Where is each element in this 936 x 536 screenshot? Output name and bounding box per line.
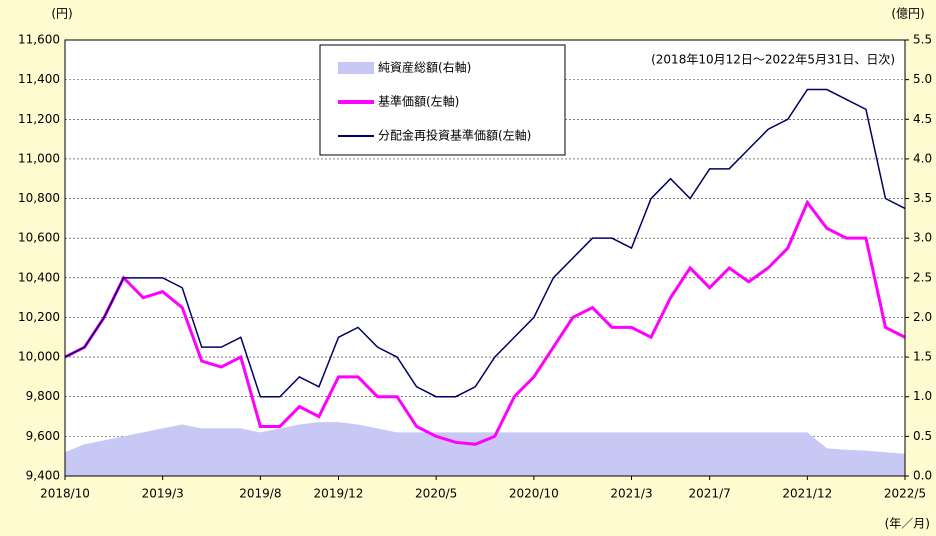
x-tick-label: 2020/10 [509, 487, 559, 501]
y2-tick-label: 4.0 [913, 151, 932, 165]
legend-label: 分配金再投資基準価額(左軸) [378, 128, 531, 143]
x-tick-label: 2021/7 [689, 487, 731, 501]
y2-tick-label: 2.5 [913, 270, 932, 284]
line [64, 88, 906, 398]
y-tick-label: 10,400 [18, 270, 60, 284]
x-axis-label: (年／月) [885, 517, 930, 531]
y-tick-label: 9,600 [26, 429, 60, 443]
area [65, 422, 905, 476]
y-tick-label: 9,800 [26, 389, 60, 403]
y2-tick-label: 0.5 [913, 429, 932, 443]
y-tick-label: 11,600 [18, 33, 60, 47]
y2-tick-label: 3.5 [913, 191, 932, 205]
y2-tick-label: 4.5 [913, 112, 932, 126]
y-tick-label: 10,800 [18, 191, 60, 205]
x-tick-label: 2021/3 [610, 487, 652, 501]
y2-tick-label: 0.0 [913, 469, 932, 483]
x-tick-label: 2019/3 [142, 487, 184, 501]
y2-tick-label: 2.0 [913, 310, 932, 324]
x-tick-label: 2019/8 [239, 487, 281, 501]
y-tick-label: 10,000 [18, 350, 60, 364]
y-tick-label: 9,400 [26, 469, 60, 483]
y2-tick-label: 1.5 [913, 350, 932, 364]
legend-label: 基準価額(左軸) [378, 94, 459, 109]
legend-label: 純資産総額(右軸) [378, 60, 471, 75]
y2-tick-label: 3.0 [913, 231, 932, 245]
y-tick-label: 11,400 [18, 72, 60, 86]
y-tick-label: 11,000 [18, 151, 60, 165]
axis-frame [64, 39, 906, 477]
y2-tick-label: 1.0 [913, 389, 932, 403]
y-tick-label: 11,200 [18, 112, 60, 126]
x-tick-label: 2018/10 [40, 487, 90, 501]
y-tick-label: 10,200 [18, 310, 60, 324]
y2-tick-label: 5.0 [913, 72, 932, 86]
x-tick-label: 2022/5 [884, 487, 926, 501]
y2-tick-label: 5.5 [913, 33, 932, 47]
x-tick-label: 2019/12 [314, 487, 364, 501]
y-axis-label: (円) [51, 7, 72, 21]
legend-swatch [338, 62, 374, 74]
annotation: (2018年10月12日～2022年5月31日、日次) [651, 53, 895, 67]
x-tick-label: 2020/5 [415, 487, 457, 501]
y-tick-label: 10,600 [18, 231, 60, 245]
y2-axis-label: (億円) [891, 7, 924, 21]
x-tick-label: 2021/12 [782, 487, 832, 501]
line [64, 199, 906, 446]
